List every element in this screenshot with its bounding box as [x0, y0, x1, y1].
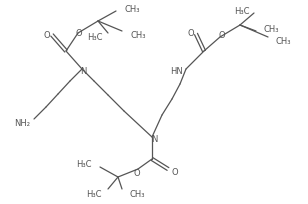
- Text: N: N: [80, 66, 86, 75]
- Text: CH₃: CH₃: [131, 30, 147, 39]
- Text: CH₃: CH₃: [264, 25, 279, 34]
- Text: CH₃: CH₃: [125, 6, 140, 14]
- Text: O: O: [76, 28, 82, 37]
- Text: H₃C: H₃C: [87, 33, 103, 42]
- Text: O: O: [134, 169, 140, 178]
- Text: O: O: [43, 30, 50, 39]
- Text: N: N: [151, 135, 157, 144]
- Text: NH₂: NH₂: [14, 119, 30, 128]
- Text: HN: HN: [170, 66, 183, 75]
- Text: H₃C: H₃C: [87, 190, 102, 198]
- Text: H₃C: H₃C: [234, 8, 250, 16]
- Text: O: O: [219, 31, 225, 40]
- Text: CH₃: CH₃: [276, 36, 291, 45]
- Text: O: O: [172, 168, 179, 177]
- Text: H₃C: H₃C: [76, 160, 92, 169]
- Text: CH₃: CH₃: [130, 190, 145, 198]
- Text: O: O: [187, 29, 194, 38]
